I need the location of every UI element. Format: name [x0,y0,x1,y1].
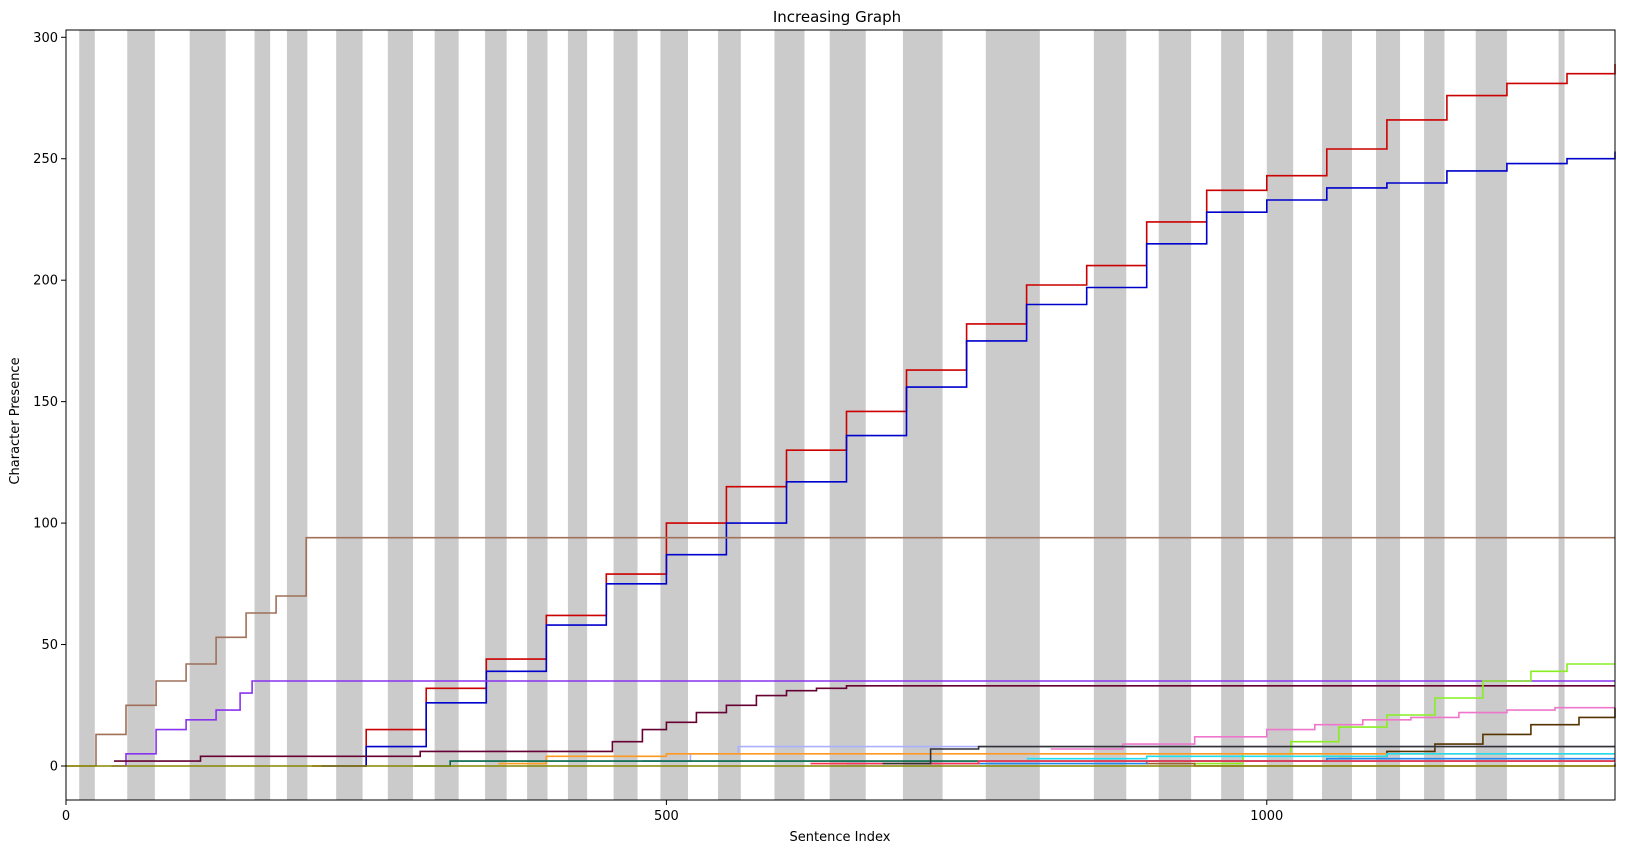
series-line-0 [312,64,1616,767]
shaded-band-20 [1221,30,1244,800]
series-lines [66,64,1616,767]
y-axis-ticks: 0 50 100 150 200 250 300 [33,31,66,774]
x-tick-label: 0 [62,809,70,824]
shaded-band-26 [1558,30,1565,800]
series-line-7 [1338,707,1616,758]
y-axis-label: Character Presence [8,357,23,484]
series-line-1 [321,151,1616,767]
series-line-10 [1026,753,1615,760]
shaded-band-5 [336,30,363,800]
shaded-band-7 [434,30,459,800]
x-axis-label: Sentence Index [790,830,891,845]
shaded-band-8 [485,30,507,800]
shaded-band-3 [254,30,271,800]
shaded-band-13 [718,30,741,800]
shaded-band-14 [774,30,805,800]
series-line-14 [882,745,1615,765]
shaded-band-6 [387,30,414,800]
series-line-3 [111,680,1615,767]
shaded-band-19 [1158,30,1192,800]
series-line-9 [498,753,1615,765]
shaded-band-9 [527,30,548,800]
shaded-band-1 [127,30,155,800]
shaded-band-18 [1093,30,1127,800]
shaded-band-10 [567,30,588,800]
y-tick-label: 200 [33,274,58,289]
y-tick-label: 150 [33,395,58,410]
shaded-band-0 [79,30,95,800]
plot-frame [65,29,1616,801]
series-line-6 [1050,706,1615,750]
y-tick-label: 250 [33,152,58,167]
shaded-band-2 [189,30,226,800]
y-tick-label: 50 [41,638,58,653]
shaded-band-11 [613,30,638,800]
y-tick-label: 100 [33,517,58,532]
shaded-bands [79,30,1565,800]
chart-title: Increasing Graph [773,8,901,26]
shaded-band-15 [829,30,866,800]
shaded-band-21 [1266,30,1294,800]
series-line-4 [114,685,1615,762]
shaded-band-12 [660,30,689,800]
x-tick-label: 1000 [1250,809,1283,824]
shaded-band-22 [1322,30,1353,800]
shaded-band-17 [985,30,1040,800]
y-tick-label: 0 [50,759,58,774]
shaded-band-24 [1424,30,1445,800]
shaded-band-23 [1376,30,1401,800]
y-tick-label: 300 [33,31,58,46]
x-tick-label: 500 [654,809,679,824]
series-line-2 [66,536,1615,767]
series-line-5 [1194,663,1615,765]
x-axis-ticks: 0 500 1000 [62,800,1283,824]
shaded-band-4 [286,30,308,800]
shaded-band-16 [902,30,943,800]
shaded-band-25 [1475,30,1507,800]
